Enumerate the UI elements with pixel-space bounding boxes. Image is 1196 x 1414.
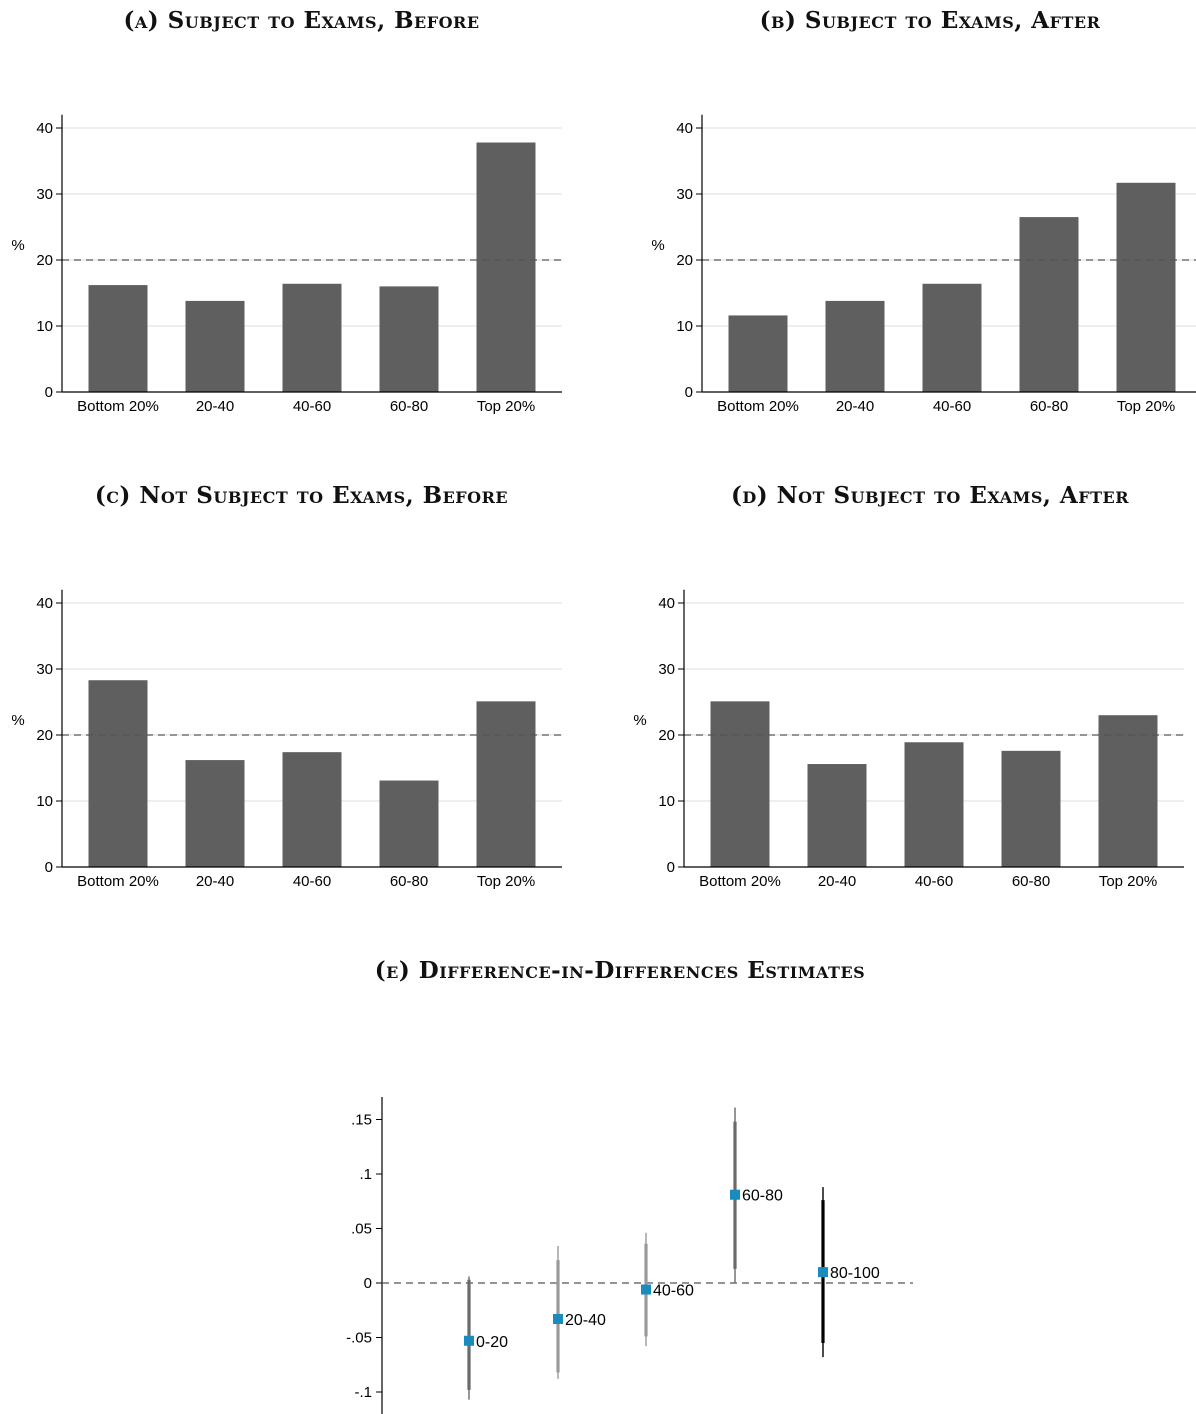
bar-a-4 (379, 286, 439, 392)
panel-e-title: (e) Difference-in-Differences Estimates (374, 957, 866, 984)
y-tick-label: -.05 (346, 1330, 372, 1347)
x-tick-label: 60-80 (1030, 398, 1068, 415)
x-tick-label: 40-60 (293, 873, 331, 890)
bar-a-3 (282, 283, 342, 392)
x-tick-label: Top 20% (1117, 398, 1175, 415)
y-tick-label: 10 (36, 793, 53, 810)
point-label: 20-40 (565, 1312, 606, 1329)
x-tick-label: Top 20% (477, 398, 535, 415)
panel-d-title: (d) Not Subject to Exams, After (730, 482, 1130, 509)
x-tick-label: Bottom 20% (77, 398, 159, 415)
bar-c-2 (185, 760, 245, 867)
bar-d-5 (1098, 715, 1158, 867)
y-tick-label: 20 (36, 252, 53, 269)
estimate-marker-20-40 (553, 1313, 563, 1324)
y-tick-label: 40 (36, 120, 53, 137)
bar-b-2 (825, 300, 885, 392)
y-tick-label: 30 (658, 661, 675, 678)
y-tick-label: 30 (676, 186, 693, 203)
bar-d-2 (807, 764, 867, 867)
bar-b-3 (922, 283, 982, 392)
y-tick-label: 0 (685, 384, 693, 401)
y-tick-label: 40 (676, 120, 693, 137)
y-tick-label: .05 (351, 1221, 372, 1238)
y-tick-label: .1 (359, 1166, 372, 1183)
estimate-marker-60-80 (730, 1189, 740, 1200)
y-tick-label: 20 (36, 727, 53, 744)
panel-c-title: (c) Not Subject to Exams, Before (94, 482, 509, 509)
y-tick-label: 0 (667, 859, 675, 876)
y-tick-label: 20 (658, 727, 675, 744)
y-tick-label: 0 (364, 1275, 372, 1292)
x-tick-label: 20-40 (196, 398, 234, 415)
y-tick-label: 10 (676, 318, 693, 335)
y-tick-label: 40 (36, 595, 53, 612)
x-tick-label: 40-60 (933, 398, 971, 415)
y-tick-label: -.1 (354, 1384, 372, 1401)
x-tick-label: Top 20% (1099, 873, 1157, 890)
y-tick-label: 10 (658, 793, 675, 810)
x-tick-label: Top 20% (477, 873, 535, 890)
x-tick-label: 20-40 (196, 873, 234, 890)
y-tick-label: 30 (36, 186, 53, 203)
x-tick-label: 40-60 (293, 398, 331, 415)
x-tick-label: 60-80 (390, 398, 428, 415)
panel-b-title: (b) Subject to Exams, After (759, 7, 1101, 34)
y-tick-label: 40 (658, 595, 675, 612)
x-tick-label: Bottom 20% (699, 873, 781, 890)
bar-d-4 (1001, 750, 1061, 867)
bar-b-4 (1019, 217, 1079, 392)
bar-c-3 (282, 752, 342, 867)
x-tick-label: Bottom 20% (77, 873, 159, 890)
bar-c-5 (476, 701, 536, 867)
x-tick-label: 20-40 (836, 398, 874, 415)
bar-c-1 (88, 680, 148, 867)
x-tick-label: Bottom 20% (717, 398, 799, 415)
y-tick-label: 10 (36, 318, 53, 335)
point-label: 40-60 (653, 1283, 694, 1300)
estimate-marker-0-20 (464, 1335, 474, 1346)
bar-a-1 (88, 285, 148, 392)
estimate-marker-80-100 (818, 1267, 828, 1278)
bar-b-1 (728, 315, 788, 392)
point-label: 0-20 (476, 1334, 508, 1351)
x-tick-label: 60-80 (1012, 873, 1050, 890)
point-label: 80-100 (830, 1265, 880, 1282)
y-axis-label: % (633, 712, 646, 729)
bar-a-5 (476, 142, 536, 392)
bar-d-3 (904, 742, 964, 867)
estimate-marker-40-60 (641, 1284, 651, 1295)
y-tick-label: 30 (36, 661, 53, 678)
x-tick-label: 20-40 (818, 873, 856, 890)
bar-c-4 (379, 780, 439, 867)
y-tick-label: 0 (45, 384, 53, 401)
y-axis-label: % (11, 712, 24, 729)
panel-a-title: (a) Subject to Exams, Before (123, 7, 480, 34)
y-tick-label: 0 (45, 859, 53, 876)
y-tick-label: 20 (676, 252, 693, 269)
x-tick-label: 60-80 (390, 873, 428, 890)
bar-b-5 (1116, 182, 1176, 392)
bar-a-2 (185, 300, 245, 392)
y-axis-label: % (11, 237, 24, 254)
y-axis-label: % (651, 237, 664, 254)
y-tick-label: .15 (351, 1112, 372, 1129)
x-tick-label: 40-60 (915, 873, 953, 890)
point-label: 60-80 (742, 1188, 783, 1205)
bar-d-1 (710, 701, 770, 867)
